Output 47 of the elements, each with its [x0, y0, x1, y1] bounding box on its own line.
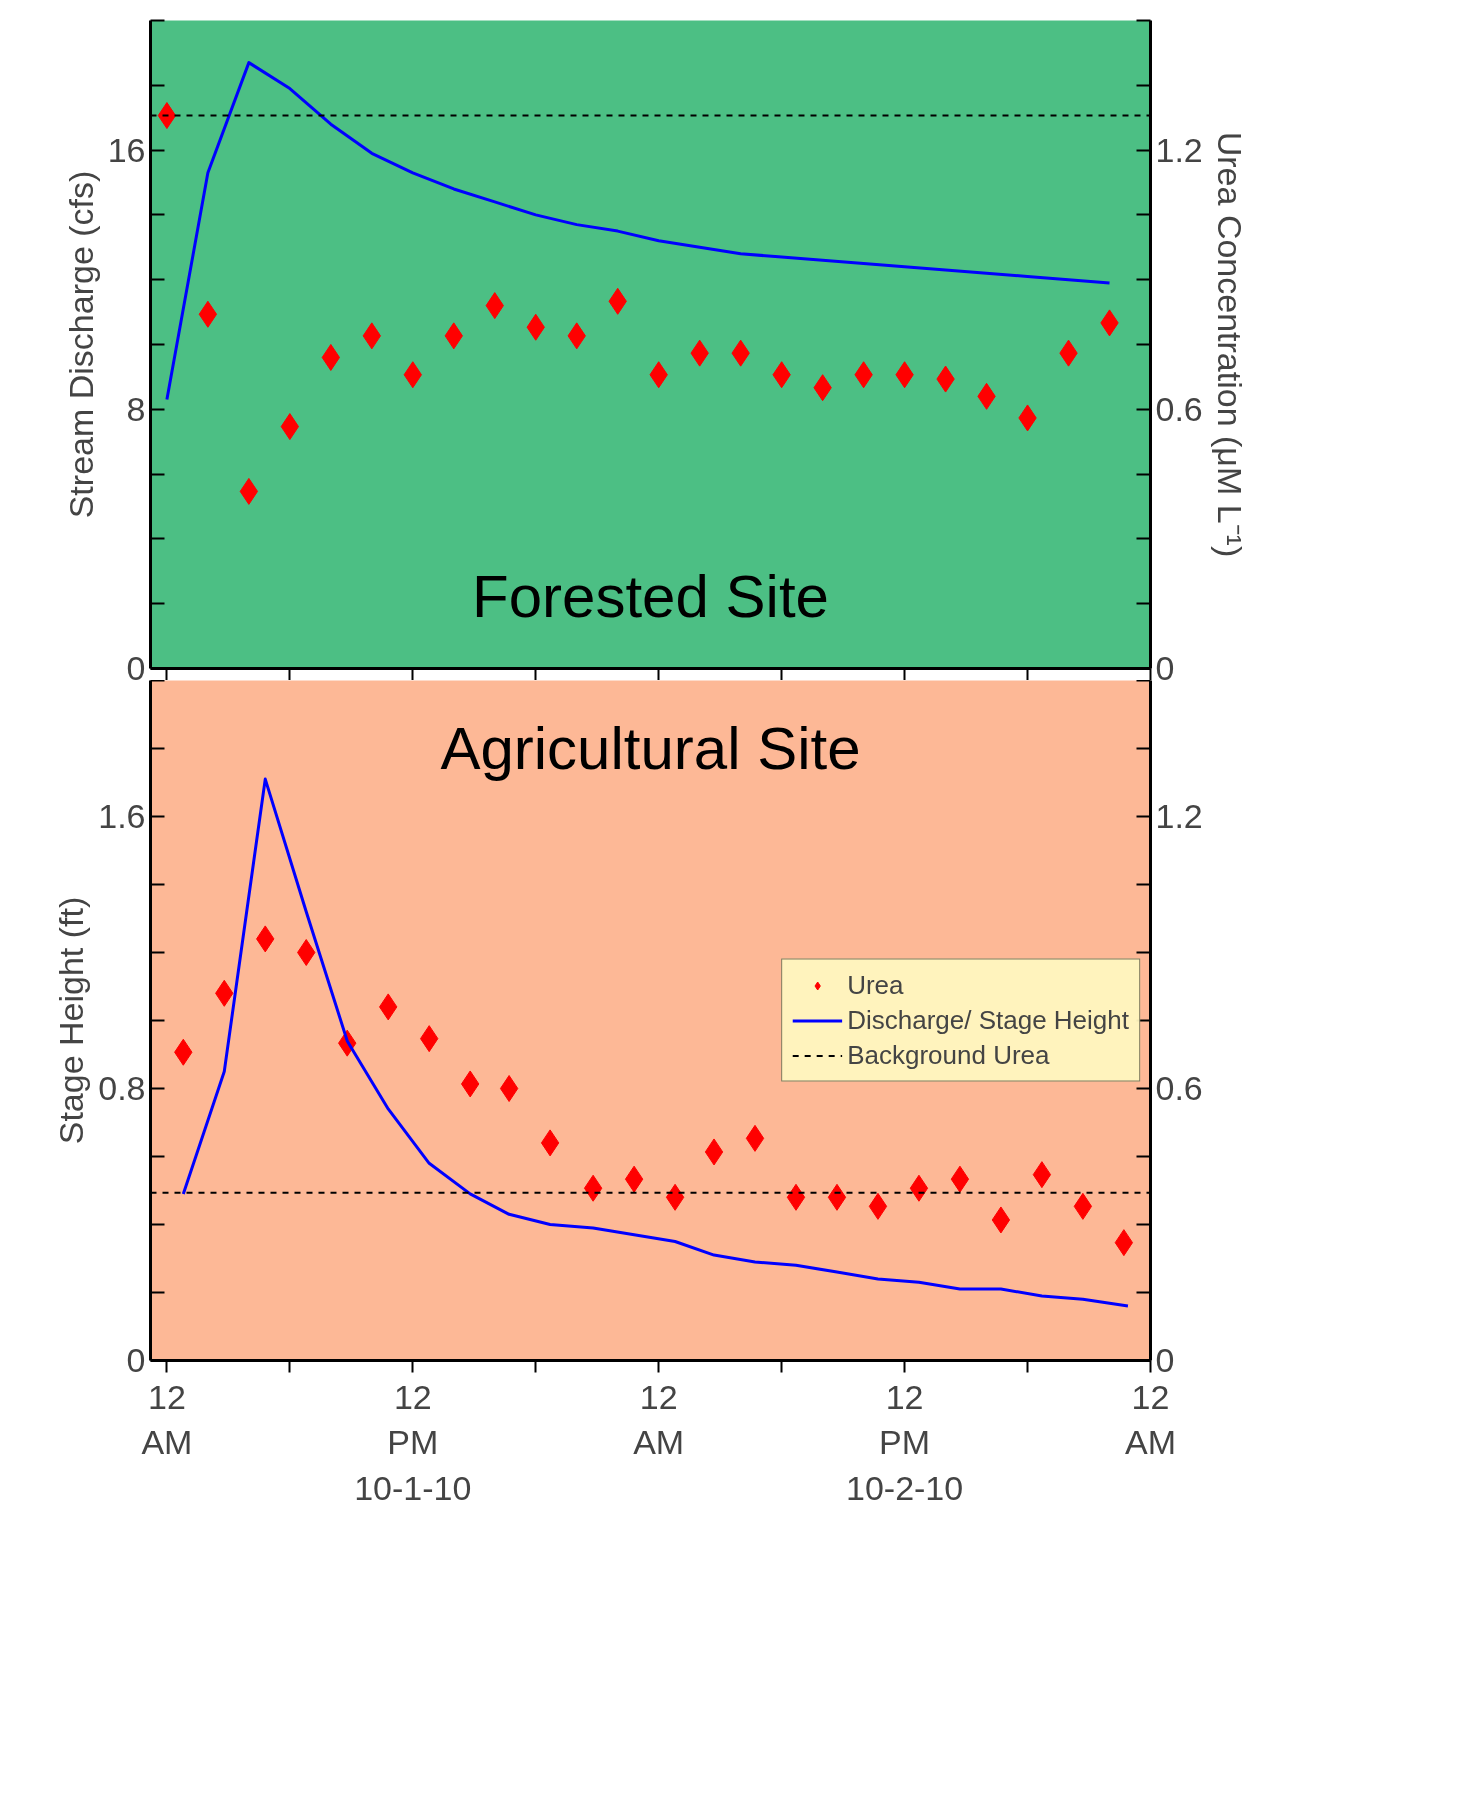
x-tick-label: 12 PM 10-2-10	[846, 1377, 964, 1507]
y2-tick-label: 1.2	[1155, 797, 1203, 835]
point	[868, 1192, 888, 1220]
legend-label: Background Urea	[847, 1039, 1050, 1071]
point	[583, 1174, 603, 1202]
y2-tick-label: 0	[1155, 1341, 1175, 1379]
y-tick-label: 0	[126, 649, 146, 687]
text: Agricultural Site	[440, 714, 861, 782]
y-tick-label: 16	[107, 130, 146, 169]
y-tick-label: 0	[126, 1341, 146, 1379]
point	[786, 1183, 806, 1211]
line-series	[165, 61, 1112, 402]
y-tick-label: 0.8	[98, 1069, 146, 1107]
point	[499, 1075, 519, 1102]
point	[198, 300, 218, 328]
y2-tick-label: 0.6	[1155, 389, 1203, 428]
point	[1114, 1229, 1134, 1257]
point	[827, 1183, 847, 1211]
legend-label: Discharge/ Stage Height	[847, 1004, 1129, 1036]
point	[1032, 1161, 1052, 1189]
point	[991, 1206, 1011, 1234]
x-tick-label: 12 AM	[633, 1377, 685, 1462]
point	[280, 413, 300, 441]
y-tick-label: 8	[126, 389, 146, 428]
point	[624, 1165, 644, 1193]
y-axis-title: Stage Height (ft)	[52, 896, 91, 1145]
y-tick-label: 1.6	[98, 797, 146, 835]
point	[297, 939, 316, 966]
x-tick-label: 12 PM 10-1-10	[354, 1377, 472, 1507]
y-axis-title: Stream Discharge (cfs)	[61, 170, 100, 519]
x-tick-label: 12 AM	[141, 1377, 193, 1462]
y2-axis-title: Urea Concentration (μM L⁻¹)	[1210, 131, 1249, 558]
y2-tick-label: 1.2	[1155, 130, 1203, 169]
point	[745, 1124, 765, 1152]
legend-label: Urea	[847, 969, 904, 1001]
y2-tick-label: 0	[1155, 649, 1175, 687]
point	[540, 1129, 560, 1157]
point	[909, 1174, 929, 1202]
point	[704, 1138, 724, 1166]
x-tick-label: 12 AM	[1125, 1377, 1176, 1462]
point	[950, 1165, 970, 1193]
y2-tick-label: 0.6	[1155, 1069, 1203, 1107]
point	[1073, 1192, 1093, 1220]
point	[665, 1183, 685, 1211]
point	[239, 477, 259, 505]
text: Forested Site	[472, 562, 829, 630]
point	[157, 102, 177, 130]
